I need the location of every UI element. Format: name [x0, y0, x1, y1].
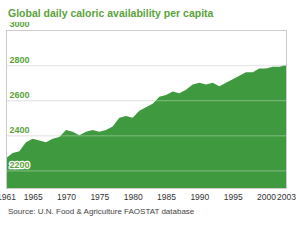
svg-text:1990: 1990	[190, 192, 209, 202]
svg-text:2400: 2400	[10, 125, 30, 135]
svg-text:2003: 2003	[277, 192, 296, 202]
svg-text:2800: 2800	[10, 54, 30, 64]
svg-text:1961: 1961	[0, 192, 16, 202]
svg-text:2200: 2200	[10, 160, 30, 170]
svg-text:2000: 2000	[257, 192, 276, 202]
svg-text:1975: 1975	[90, 192, 109, 202]
svg-text:1980: 1980	[124, 192, 143, 202]
svg-text:1965: 1965	[24, 192, 43, 202]
html-text:Source: U.N. Food & Agricultur: Source: U.N. Food & Agriculture FAOSTAT …	[8, 207, 195, 216]
svg-text:1995: 1995	[224, 192, 243, 202]
svg-text:2600: 2600	[10, 90, 30, 100]
html-text:Global daily caloric availabil: Global daily caloric availability per ca…	[8, 7, 214, 19]
svg-text:1970: 1970	[57, 192, 76, 202]
svg-text:3000: 3000	[10, 22, 30, 29]
svg-text:1985: 1985	[157, 192, 176, 202]
